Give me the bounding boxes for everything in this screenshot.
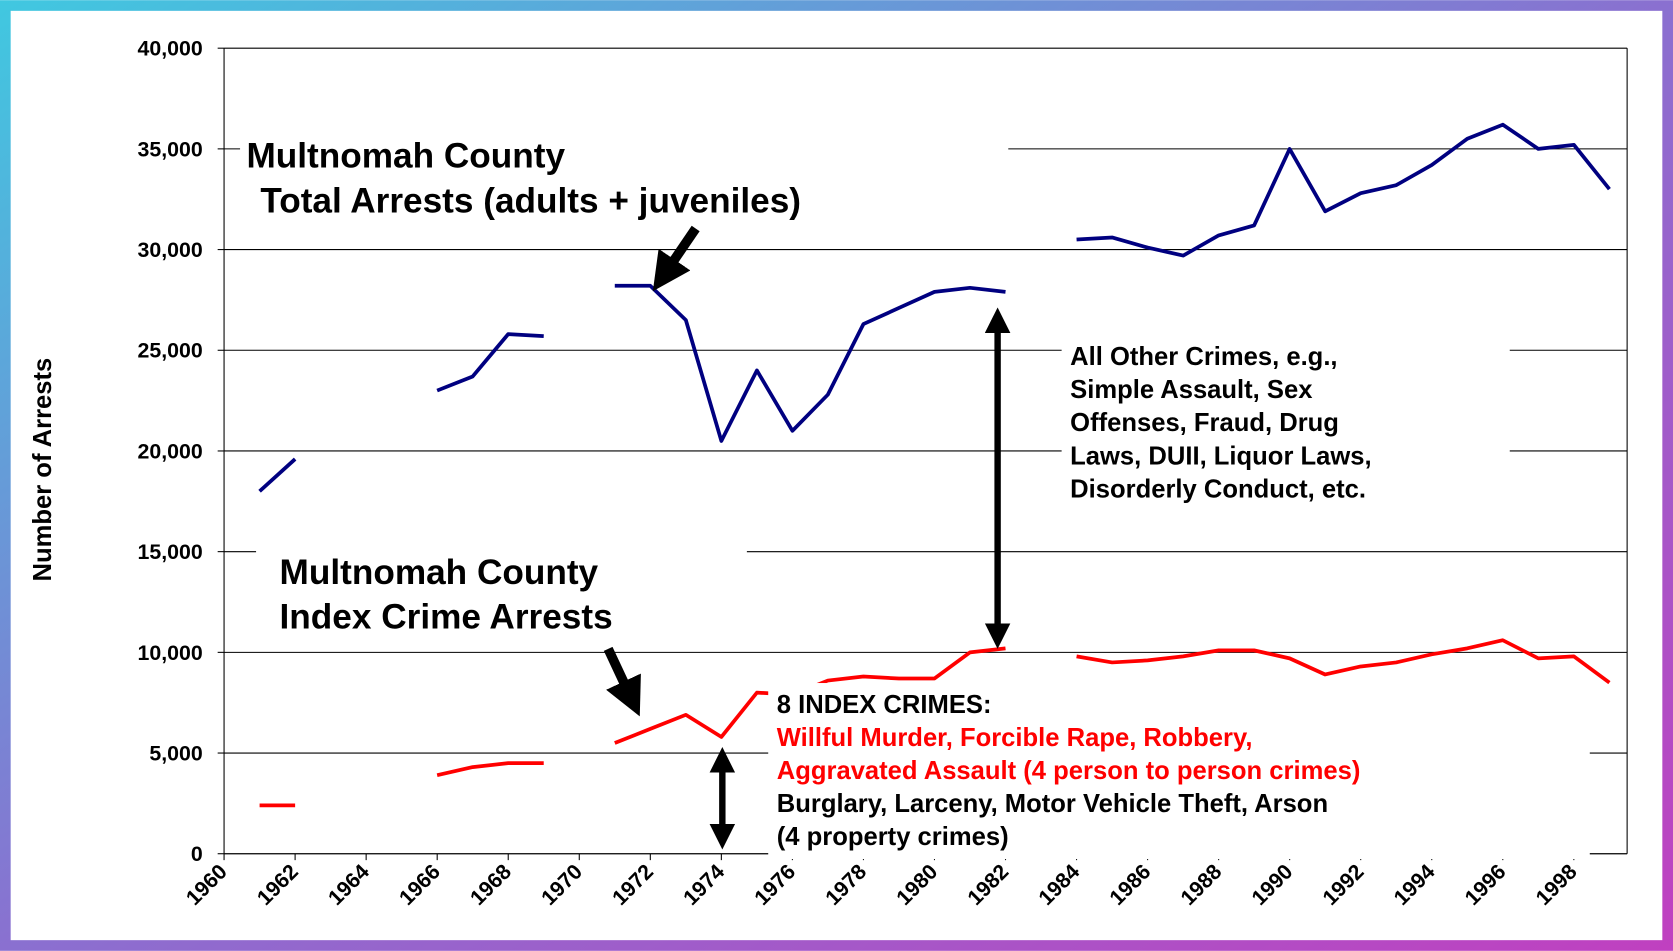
y-tick-label: 35,000 [137, 137, 202, 161]
series-line [259, 638, 1611, 808]
y-tick-label: 40,000 [137, 37, 202, 61]
annotation: Multnomah County [246, 137, 565, 176]
annotation-background [240, 128, 1009, 225]
annotation: (4 property crimes) [777, 823, 1009, 851]
annotation: Offenses, Fraud, Drug [1070, 409, 1339, 437]
y-tick-label: 30,000 [137, 238, 202, 262]
y-tick-label: 0 [191, 842, 203, 866]
annotation: Aggravated Assault (4 person to person c… [777, 757, 1361, 785]
annotation: Willful Murder, Forcible Rape, Robbery, [777, 724, 1253, 752]
annotation: Simple Assault, Sex [1070, 376, 1313, 404]
y-tick-label: 25,000 [137, 339, 202, 363]
annotation: Index Crime Arrests [280, 598, 613, 637]
y-tick-label: 20,000 [137, 439, 202, 463]
y-axis-label: Number of Arrests [29, 358, 57, 582]
annotation-background [256, 544, 747, 641]
annotation: Total Arrests (adults + juveniles) [260, 181, 801, 220]
y-tick-label: 5,000 [149, 742, 202, 766]
annotation-background [768, 683, 1590, 860]
annotation: Disorderly Conduct, etc. [1070, 475, 1366, 503]
annotation: Burglary, Larceny, Motor Vehicle Theft, … [777, 790, 1328, 818]
annotation: 8 INDEX CRIMES: [777, 691, 992, 719]
annotation: Multnomah County [280, 553, 599, 592]
y-tick-label: 15,000 [137, 540, 202, 564]
annotation: Laws, DUII, Liquor Laws, [1070, 442, 1371, 470]
annotation: All Other Crimes, e.g., [1070, 343, 1337, 371]
series-line [258, 122, 1611, 493]
arrows [603, 225, 1011, 850]
y-tick-label: 10,000 [137, 641, 202, 665]
annotation-background [1061, 339, 1510, 511]
